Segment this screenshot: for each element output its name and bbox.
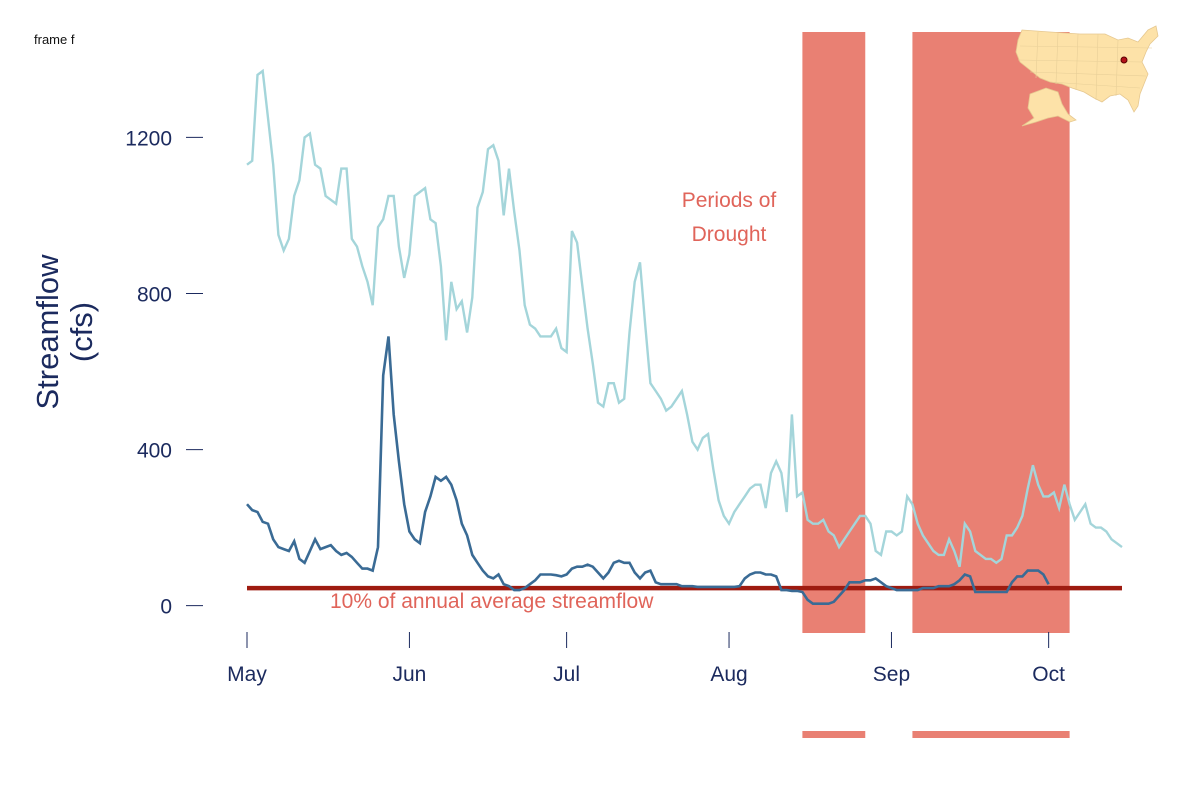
threshold-label: 10% of annual average streamflow: [330, 590, 654, 613]
usa-map-icon: [1015, 25, 1159, 127]
x-tick-label: May: [227, 663, 267, 686]
x-tick-label: Sep: [873, 663, 910, 686]
x-tick-label: Aug: [710, 663, 747, 686]
y-tick-label: 0: [160, 596, 172, 619]
frame-label: frame f: [34, 32, 75, 47]
drought-strips: [802, 731, 1070, 738]
drought-periods: [802, 32, 1070, 633]
y-axis-title-line1: Streamflow: [30, 254, 65, 410]
x-tick-label: Oct: [1032, 663, 1065, 686]
x-axis: May Jun Jul Aug Sep Oct: [227, 632, 1065, 686]
y-tick-label: 400: [137, 440, 172, 463]
y-axis: 0 400 800 1200: [125, 127, 203, 619]
drought-label-line2: Drought: [692, 223, 767, 246]
drought-period-bar: [802, 32, 866, 633]
y-axis-title-line2: (cfs): [64, 302, 99, 362]
y-tick-label: 800: [137, 283, 172, 306]
series-line-light: [246, 68, 1123, 568]
x-tick-label: Jul: [553, 663, 580, 686]
usa-map-alaska: [1021, 87, 1077, 127]
drought-label-line1: Periods of: [682, 189, 777, 212]
y-tick-label: 1200: [125, 127, 172, 150]
series-line-dark: [246, 336, 1050, 605]
drought-period-strip: [912, 731, 1070, 738]
drought-period-strip: [802, 731, 866, 738]
x-tick-label: Jun: [392, 663, 426, 686]
drought-period-bar: [912, 32, 1070, 633]
site-marker: [1120, 56, 1128, 64]
